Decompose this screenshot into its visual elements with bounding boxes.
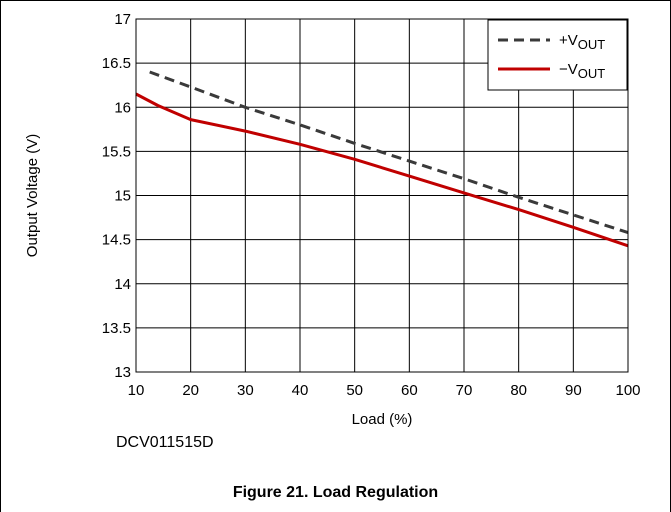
source-code: DCV011515D bbox=[116, 434, 214, 451]
load-regulation-chart: 10 20 30 40 50 60 70 80 90 100 13 13.5 14 14.5 15 15.5 1… bbox=[24, 11, 641, 428]
top-rule bbox=[0, 0, 671, 1]
legend-label-1: −VOUT bbox=[559, 61, 605, 81]
y-tick-label: 13 bbox=[114, 364, 131, 381]
y-tick-label: 17 bbox=[114, 11, 131, 28]
tick-labels: 10 20 30 40 50 60 70 80 90 100 13 13.5 14 14.5 15 15.5 1… bbox=[102, 11, 641, 399]
x-axis-title: Load (%) bbox=[352, 411, 413, 428]
y-tick-label: 15 bbox=[114, 188, 131, 205]
y-axis-title: Output Voltage (V) bbox=[24, 134, 41, 257]
plot-area bbox=[135, 18, 629, 373]
x-tick-label: 80 bbox=[510, 382, 527, 399]
legend-label-0: +VOUT bbox=[559, 32, 605, 52]
x-tick-label: 20 bbox=[182, 382, 199, 399]
legend-box bbox=[487, 19, 628, 91]
y-tick-label: 16.5 bbox=[102, 55, 131, 72]
y-tick-label: 15.5 bbox=[102, 143, 131, 160]
x-tick-label: 30 bbox=[237, 382, 254, 399]
series-line-0 bbox=[149, 70, 629, 235]
legend-label-main: +V bbox=[559, 32, 578, 49]
x-tick-label: 10 bbox=[128, 382, 145, 399]
legend-label-main: −V bbox=[559, 61, 578, 78]
series-line-1 bbox=[135, 92, 629, 248]
x-tick-label: 40 bbox=[292, 382, 309, 399]
y-tick-label: 16 bbox=[114, 99, 131, 116]
series-lines bbox=[135, 70, 629, 248]
y-tick-label: 13.5 bbox=[102, 320, 131, 337]
legend-label-subscript: OUT bbox=[578, 66, 606, 81]
y-tick-label: 14.5 bbox=[102, 232, 131, 249]
x-tick-label: 50 bbox=[346, 382, 363, 399]
x-tick-label: 60 bbox=[401, 382, 418, 399]
legend: +VOUT−VOUT bbox=[487, 19, 628, 91]
x-tick-label: 100 bbox=[615, 382, 640, 399]
legend-label-subscript: OUT bbox=[578, 37, 606, 52]
x-tick-label: 70 bbox=[456, 382, 473, 399]
x-tick-label: 90 bbox=[565, 382, 582, 399]
figure-caption: Figure 21. Load Regulation bbox=[232, 484, 439, 501]
y-tick-label: 14 bbox=[114, 276, 131, 293]
